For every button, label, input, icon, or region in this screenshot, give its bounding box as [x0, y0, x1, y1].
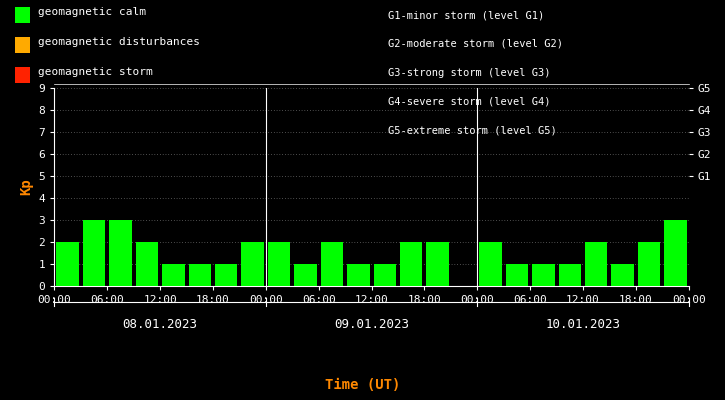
Text: Time (UT): Time (UT) — [325, 378, 400, 392]
Text: geomagnetic storm: geomagnetic storm — [38, 67, 152, 77]
Text: geomagnetic disturbances: geomagnetic disturbances — [38, 37, 199, 47]
Text: G2-moderate storm (level G2): G2-moderate storm (level G2) — [388, 39, 563, 49]
Y-axis label: Kp: Kp — [19, 179, 33, 195]
Text: G1-minor storm (level G1): G1-minor storm (level G1) — [388, 10, 544, 20]
Bar — [294, 264, 317, 286]
Bar — [611, 264, 634, 286]
Bar — [188, 264, 211, 286]
Bar — [638, 242, 660, 286]
Bar — [373, 264, 396, 286]
Bar — [268, 242, 290, 286]
Text: G3-strong storm (level G3): G3-strong storm (level G3) — [388, 68, 550, 78]
Text: G4-severe storm (level G4): G4-severe storm (level G4) — [388, 96, 550, 106]
Bar — [215, 264, 237, 286]
Bar — [664, 220, 687, 286]
Bar — [585, 242, 608, 286]
Text: geomagnetic calm: geomagnetic calm — [38, 7, 146, 17]
Bar — [57, 242, 79, 286]
Bar — [426, 242, 449, 286]
Bar — [162, 264, 185, 286]
Text: 08.01.2023: 08.01.2023 — [123, 318, 198, 331]
Bar — [479, 242, 502, 286]
Bar — [347, 264, 370, 286]
Text: G5-extreme storm (level G5): G5-extreme storm (level G5) — [388, 125, 557, 135]
Bar — [83, 220, 105, 286]
Bar — [109, 220, 132, 286]
Text: 10.01.2023: 10.01.2023 — [545, 318, 621, 331]
Bar — [136, 242, 158, 286]
Bar — [400, 242, 423, 286]
Bar — [558, 264, 581, 286]
Bar — [532, 264, 555, 286]
Bar — [320, 242, 343, 286]
Text: 09.01.2023: 09.01.2023 — [334, 318, 409, 331]
Bar — [506, 264, 529, 286]
Bar — [241, 242, 264, 286]
